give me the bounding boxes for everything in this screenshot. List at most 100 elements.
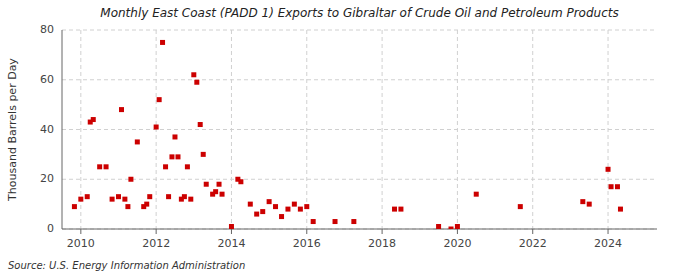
x-tick — [532, 229, 533, 234]
point — [606, 167, 611, 172]
point — [267, 199, 272, 204]
y-tick-label: 60 — [40, 73, 54, 86]
point — [213, 189, 218, 194]
chart: 0 20 40 60 80 2010 2012 2014 2016 2018 2020 2022 202… — [0, 0, 675, 275]
point — [436, 224, 441, 229]
x-tick — [80, 229, 81, 234]
point — [238, 179, 243, 184]
x-grid-line — [457, 30, 458, 229]
x-tick-label: 2012 — [142, 237, 170, 250]
point — [285, 207, 290, 212]
point — [279, 214, 284, 219]
point — [220, 192, 225, 197]
y-tick-label: 0 — [47, 222, 54, 235]
point — [72, 204, 77, 209]
point — [201, 152, 206, 157]
point — [248, 202, 253, 207]
point — [172, 134, 177, 139]
x-tick-label: 2010 — [67, 237, 95, 250]
point — [333, 219, 338, 224]
point — [198, 122, 203, 127]
point — [229, 224, 234, 229]
point — [298, 207, 303, 212]
y-grid-line — [62, 79, 657, 80]
point — [185, 164, 190, 169]
y-tick-label: 20 — [40, 172, 54, 185]
y-grid-line — [62, 30, 657, 31]
point — [182, 194, 187, 199]
x-tick-label: 2014 — [217, 237, 245, 250]
point — [144, 202, 149, 207]
y-grid-line — [62, 129, 657, 130]
point — [154, 125, 159, 130]
point — [157, 97, 162, 102]
point — [254, 212, 259, 217]
point — [455, 224, 460, 229]
point — [292, 202, 297, 207]
point — [618, 207, 623, 212]
x-tick-label: 2020 — [443, 237, 471, 250]
point — [351, 219, 356, 224]
x-tick — [457, 229, 458, 234]
x-grid-line — [608, 30, 609, 229]
y-grid-line — [62, 229, 657, 230]
points — [72, 40, 623, 229]
point — [580, 199, 585, 204]
x-tick — [382, 229, 383, 234]
x-grid-line — [532, 30, 533, 229]
source-annotation: Source: U.S. Energy Information Administ… — [8, 260, 245, 271]
y-axis-line — [62, 30, 63, 229]
x-tick-label: 2024 — [594, 237, 622, 250]
y-tick-label: 40 — [40, 123, 54, 136]
point — [587, 202, 592, 207]
point — [273, 204, 278, 209]
grid — [62, 30, 657, 229]
point — [204, 182, 209, 187]
point — [122, 197, 127, 202]
x-tick-label: 2016 — [293, 237, 321, 250]
x-tick — [156, 229, 157, 234]
title: Monthly East Coast (PADD 1) Exports to G… — [100, 6, 618, 20]
point — [85, 194, 90, 199]
point — [392, 207, 397, 212]
point — [128, 177, 133, 182]
y-tick-label: 80 — [40, 23, 54, 36]
point — [119, 107, 124, 112]
point — [169, 154, 174, 159]
point — [116, 194, 121, 199]
point — [166, 194, 171, 199]
point — [188, 197, 193, 202]
y-axis-label: Thousand Barrels per Day — [6, 58, 19, 202]
x-grid-line — [306, 30, 307, 229]
point — [147, 194, 152, 199]
point — [609, 184, 614, 189]
x-tick-label: 2022 — [519, 237, 547, 250]
point — [104, 164, 109, 169]
x-grid-line — [382, 30, 383, 229]
point — [194, 80, 199, 85]
point — [135, 139, 140, 144]
axes: 0 20 40 60 80 2010 2012 2014 2016 2018 2020 2022 202… — [40, 23, 657, 250]
point — [260, 209, 265, 214]
point — [398, 207, 403, 212]
x-grid-line — [231, 30, 232, 229]
point — [163, 164, 168, 169]
point — [175, 154, 180, 159]
point — [449, 227, 454, 230]
point — [91, 117, 96, 122]
x-tick — [608, 229, 609, 234]
x-tick — [231, 229, 232, 234]
point — [304, 204, 309, 209]
point — [311, 219, 316, 224]
point — [217, 182, 222, 187]
point — [474, 192, 479, 197]
x-tick — [306, 229, 307, 234]
point — [78, 197, 83, 202]
point — [110, 197, 115, 202]
point — [518, 204, 523, 209]
point — [191, 72, 196, 77]
y-grid-line — [62, 179, 657, 180]
point — [160, 40, 165, 45]
x-tick-label: 2018 — [368, 237, 396, 250]
point — [125, 204, 130, 209]
